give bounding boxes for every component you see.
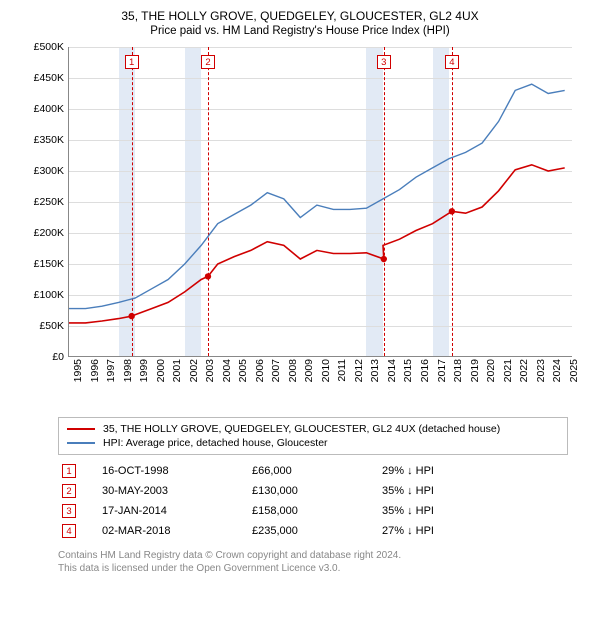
marker-point [381,256,387,262]
xtick-label: 2004 [221,359,233,382]
transaction-row: 4 02-MAR-2018£235,00027% ↓ HPI [58,521,568,541]
series-property [69,165,565,323]
xtick-label: 2007 [270,359,282,382]
xtick-label: 2008 [287,359,299,382]
legend-box: 35, THE HOLLY GROVE, QUEDGELEY, GLOUCEST… [58,417,568,455]
xtick-label: 2024 [551,359,563,382]
legend-item: HPI: Average price, detached house, Glou… [67,436,559,450]
marker-label-box: 3 [377,55,391,69]
transaction-row: 3 17-JAN-2014£158,00035% ↓ HPI [58,501,568,521]
ytick-label: £300K [20,165,64,177]
transaction-price: £158,000 [248,501,378,521]
ytick-label: £500K [20,41,64,53]
ytick-label: £50K [20,320,64,332]
xtick-label: 2000 [155,359,167,382]
xtick-label: 2015 [402,359,414,382]
transaction-date: 17-JAN-2014 [98,501,248,521]
transaction-delta: 35% ↓ HPI [378,481,568,501]
footer-attribution: Contains HM Land Registry data © Crown c… [58,549,580,576]
xtick-label: 2005 [237,359,249,382]
xtick-label: 1999 [138,359,150,382]
legend-label: 35, THE HOLLY GROVE, QUEDGELEY, GLOUCEST… [103,423,500,435]
transaction-delta: 27% ↓ HPI [378,521,568,541]
transactions-table: 1 16-OCT-1998£66,00029% ↓ HPI 2 30-MAY-2003… [58,461,568,541]
transaction-price: £130,000 [248,481,378,501]
xtick-label: 2020 [485,359,497,382]
xtick-label: 2019 [469,359,481,382]
xtick-label: 2018 [452,359,464,382]
legend-swatch [67,428,95,430]
legend-swatch [67,442,95,444]
ytick-label: £0 [20,351,64,363]
transaction-index-box: 2 [62,484,76,498]
xtick-label: 1998 [122,359,134,382]
marker-point [205,273,211,279]
transaction-delta: 35% ↓ HPI [378,501,568,521]
xtick-label: 2016 [419,359,431,382]
ytick-label: £100K [20,289,64,301]
xtick-label: 1996 [89,359,101,382]
series-svg [69,47,572,356]
ytick-label: £150K [20,258,64,270]
chart-subtitle: Price paid vs. HM Land Registry's House … [10,25,590,37]
marker-point [449,208,455,214]
chart-title: 35, THE HOLLY GROVE, QUEDGELEY, GLOUCEST… [10,8,590,25]
xtick-label: 2025 [568,359,580,382]
xtick-label: 1997 [105,359,117,382]
transaction-index-box: 3 [62,504,76,518]
transaction-index-box: 1 [62,464,76,478]
xtick-label: 2002 [188,359,200,382]
xtick-label: 2021 [502,359,514,382]
marker-label-box: 1 [125,55,139,69]
xtick-label: 2009 [303,359,315,382]
transaction-price: £235,000 [248,521,378,541]
ytick-label: £400K [20,103,64,115]
xtick-label: 2023 [535,359,547,382]
xtick-label: 2003 [204,359,216,382]
ytick-label: £450K [20,72,64,84]
transaction-date: 16-OCT-1998 [98,461,248,481]
transaction-row: 2 30-MAY-2003£130,00035% ↓ HPI [58,481,568,501]
transaction-delta: 29% ↓ HPI [378,461,568,481]
transaction-date: 02-MAR-2018 [98,521,248,541]
chart-area: 1 2 3 4 £0 £50K £100K £150K £200K £250K £300K £350… [20,43,580,413]
footer-line-2: This data is licensed under the Open Gov… [58,562,580,576]
xtick-label: 2022 [518,359,530,382]
xtick-label: 2006 [254,359,266,382]
transaction-row: 1 16-OCT-1998£66,00029% ↓ HPI [58,461,568,481]
series-hpi [69,84,565,308]
xtick-label: 2011 [336,359,348,382]
xtick-label: 2013 [369,359,381,382]
xtick-label: 2017 [436,359,448,382]
legend-label: HPI: Average price, detached house, Glou… [103,437,328,449]
marker-label-box: 4 [445,55,459,69]
xtick-label: 2012 [353,359,365,382]
transaction-price: £66,000 [248,461,378,481]
legend-item: 35, THE HOLLY GROVE, QUEDGELEY, GLOUCEST… [67,422,559,436]
transaction-index-box: 4 [62,524,76,538]
transaction-date: 30-MAY-2003 [98,481,248,501]
marker-label-box: 2 [201,55,215,69]
footer-line-1: Contains HM Land Registry data © Crown c… [58,549,580,563]
chart-container: 35, THE HOLLY GROVE, QUEDGELEY, GLOUCEST… [0,0,600,620]
ytick-label: £350K [20,134,64,146]
xtick-label: 2001 [171,359,183,382]
xtick-label: 1995 [72,359,84,382]
ytick-label: £250K [20,196,64,208]
plot-region: 1 2 3 4 [68,47,572,357]
marker-point [128,313,134,319]
xtick-label: 2010 [320,359,332,382]
ytick-label: £200K [20,227,64,239]
xtick-label: 2014 [386,359,398,382]
